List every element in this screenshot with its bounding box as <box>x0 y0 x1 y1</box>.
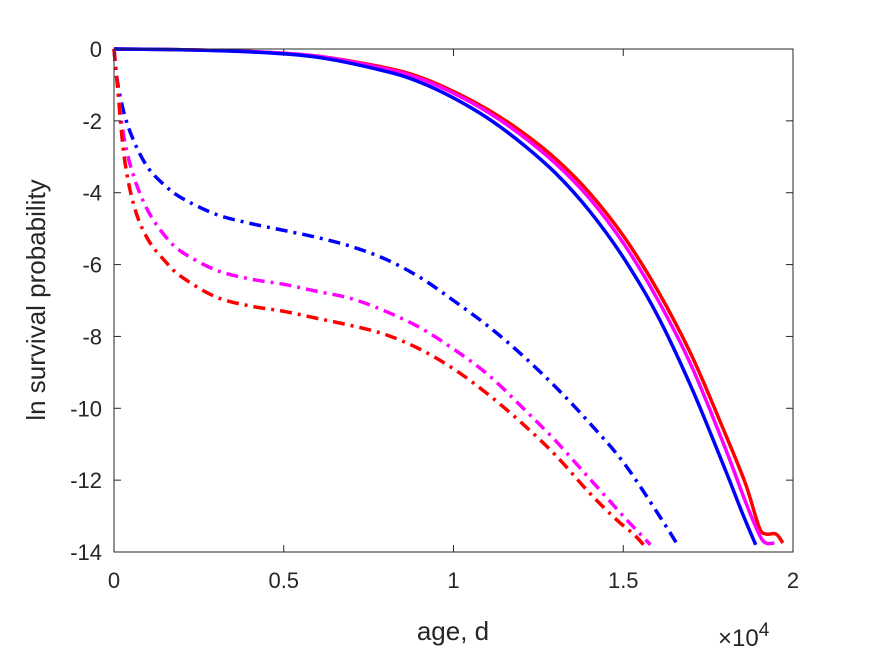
x-tick-label: 2 <box>787 568 799 593</box>
y-tick-label: -4 <box>82 181 102 206</box>
y-tick-label: -8 <box>82 324 102 349</box>
x-exponent-label: ×104 <box>718 620 770 652</box>
x-exponent-power: 4 <box>759 620 770 641</box>
x-tick-label: 1 <box>447 568 459 593</box>
x-exponent-base: ×10 <box>718 625 759 652</box>
series-line-6 <box>112 48 645 547</box>
y-tick-label: -10 <box>70 396 102 421</box>
x-tick-label: 0.5 <box>268 568 299 593</box>
series-line-5 <box>112 48 652 547</box>
y-tick-label: -14 <box>70 540 102 565</box>
y-tick-label: 0 <box>90 37 102 62</box>
series-line-3 <box>113 47 758 546</box>
series-line-4 <box>112 48 680 546</box>
x-axis-label: age, d <box>417 616 489 646</box>
y-axis-label: ln survival probability <box>21 179 51 420</box>
tick-layer: 0 0.5 1 1.5 2 0 -2 -4 -6 -8 -10 -12 -14 <box>70 37 799 593</box>
x-tick-label: 0 <box>108 568 120 593</box>
y-tick-label: -2 <box>82 109 102 134</box>
series-layer <box>112 47 785 547</box>
y-tick-label: -12 <box>70 468 102 493</box>
y-tick-label: -6 <box>82 253 102 278</box>
x-tick-label: 1.5 <box>608 568 639 593</box>
